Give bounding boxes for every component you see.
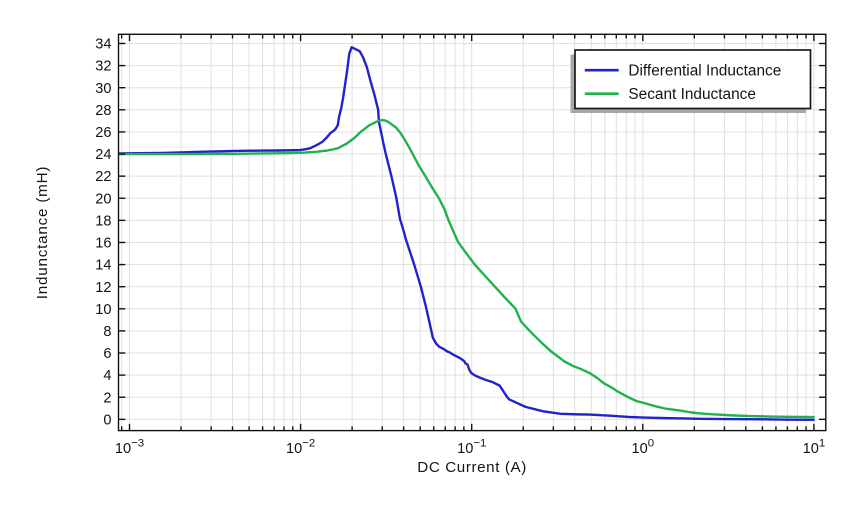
svg-text:6: 6 — [103, 346, 111, 362]
svg-text:Differential Inductance: Differential Inductance — [628, 62, 781, 79]
svg-text:34: 34 — [95, 37, 111, 53]
svg-text:8: 8 — [103, 324, 111, 340]
svg-text:DC Current (A): DC Current (A) — [417, 459, 527, 476]
svg-text:10: 10 — [95, 302, 111, 318]
svg-text:24: 24 — [95, 147, 111, 163]
svg-text:0: 0 — [103, 412, 111, 428]
svg-text:14: 14 — [95, 258, 111, 274]
svg-text:30: 30 — [95, 81, 111, 97]
svg-text:28: 28 — [95, 103, 111, 119]
svg-text:12: 12 — [95, 280, 111, 296]
svg-text:4: 4 — [103, 368, 111, 384]
svg-text:22: 22 — [95, 169, 111, 185]
svg-text:2: 2 — [103, 390, 111, 406]
svg-text:32: 32 — [95, 59, 111, 75]
svg-text:16: 16 — [95, 236, 111, 252]
svg-text:Indunctance (mH): Indunctance (mH) — [34, 166, 51, 300]
svg-text:18: 18 — [95, 213, 111, 229]
svg-text:Secant Inductance: Secant Inductance — [628, 86, 756, 103]
svg-text:20: 20 — [95, 191, 111, 207]
svg-text:26: 26 — [95, 125, 111, 141]
